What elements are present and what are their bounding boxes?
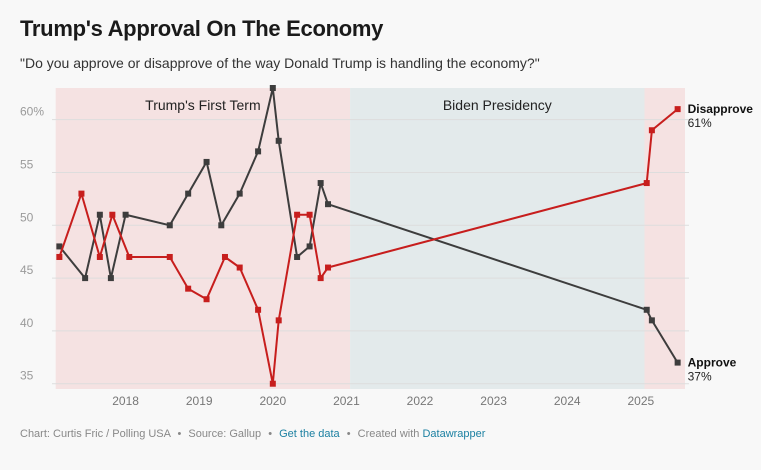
x-tick-label: 2020 bbox=[259, 394, 286, 408]
data-point-disapprove bbox=[56, 253, 63, 260]
data-point-approve bbox=[275, 137, 282, 144]
data-point-disapprove bbox=[255, 306, 262, 313]
series-end-value-disapprove: 61% bbox=[688, 116, 712, 130]
y-tick-label: 60% bbox=[20, 105, 44, 119]
data-point-disapprove bbox=[109, 211, 116, 218]
data-point-disapprove bbox=[294, 211, 301, 218]
data-point-disapprove bbox=[306, 211, 313, 218]
data-point-approve bbox=[317, 180, 324, 187]
x-tick-label: 2023 bbox=[480, 394, 507, 408]
data-point-disapprove bbox=[269, 380, 276, 387]
data-point-approve bbox=[294, 253, 301, 260]
chart-footer: Chart: Curtis Fric / Polling USA • Sourc… bbox=[20, 428, 485, 440]
data-point-approve bbox=[82, 275, 89, 282]
data-point-disapprove bbox=[203, 296, 210, 303]
y-tick-label: 55 bbox=[20, 157, 34, 171]
footer-separator: • bbox=[268, 428, 273, 440]
x-tick-label: 2022 bbox=[407, 394, 434, 408]
y-tick-label: 35 bbox=[20, 369, 34, 383]
series-end-value-approve: 37% bbox=[688, 370, 712, 384]
get-data-link[interactable]: Get the data bbox=[279, 428, 340, 440]
chart-title: Trump's Approval On The Economy bbox=[20, 16, 384, 41]
band-label: Biden Presidency bbox=[443, 97, 552, 113]
data-point-approve bbox=[122, 211, 129, 218]
footer-separator: • bbox=[346, 428, 351, 440]
data-point-disapprove bbox=[317, 275, 324, 282]
period-band bbox=[350, 88, 645, 389]
series-label-disapprove: Disapprove bbox=[688, 102, 754, 116]
y-tick-label: 50 bbox=[20, 210, 34, 224]
data-point-disapprove bbox=[674, 106, 681, 113]
data-point-approve bbox=[203, 158, 210, 165]
created-with-text: Created with bbox=[357, 428, 420, 440]
datawrapper-link[interactable]: Datawrapper bbox=[422, 428, 486, 440]
data-point-approve bbox=[166, 222, 173, 229]
data-point-approve bbox=[96, 211, 103, 218]
chart-credit: Chart: Curtis Fric / Polling USA bbox=[20, 428, 171, 440]
x-tick-label: 2021 bbox=[333, 394, 360, 408]
data-point-approve bbox=[218, 222, 225, 229]
data-point-disapprove bbox=[96, 253, 103, 260]
y-tick-label: 45 bbox=[20, 263, 34, 277]
footer-separator: • bbox=[177, 428, 182, 440]
source-text: Source: Gallup bbox=[188, 428, 262, 440]
series-line-approve bbox=[58, 87, 679, 364]
x-tick-label: 2019 bbox=[186, 394, 213, 408]
data-point-approve bbox=[325, 201, 332, 208]
x-tick-label: 2025 bbox=[627, 394, 654, 408]
data-point-approve bbox=[648, 317, 655, 324]
data-point-approve bbox=[643, 306, 650, 313]
period-band bbox=[55, 88, 351, 389]
data-point-approve bbox=[185, 190, 192, 197]
data-point-disapprove bbox=[166, 253, 173, 260]
x-tick-label: 2024 bbox=[554, 394, 581, 408]
x-tick-label: 2018 bbox=[112, 394, 139, 408]
chart-subtitle: "Do you approve or disapprove of the way… bbox=[20, 55, 540, 71]
data-point-approve bbox=[269, 85, 276, 91]
data-point-disapprove bbox=[275, 317, 282, 324]
data-point-approve bbox=[255, 148, 262, 155]
data-point-disapprove bbox=[643, 180, 650, 187]
data-point-approve bbox=[306, 243, 313, 250]
data-point-approve bbox=[56, 243, 63, 250]
y-tick-label: 40 bbox=[20, 316, 34, 330]
data-point-disapprove bbox=[78, 190, 85, 197]
data-point-approve bbox=[236, 190, 243, 197]
data-point-approve bbox=[674, 359, 681, 366]
data-point-disapprove bbox=[126, 253, 133, 260]
data-point-approve bbox=[107, 275, 114, 282]
data-point-disapprove bbox=[648, 127, 655, 134]
data-point-disapprove bbox=[221, 253, 228, 260]
series-label-approve: Approve bbox=[688, 356, 737, 370]
data-point-disapprove bbox=[185, 285, 192, 292]
data-point-disapprove bbox=[325, 264, 332, 271]
data-point-disapprove bbox=[236, 264, 243, 271]
band-label: Trump's First Term bbox=[145, 97, 260, 113]
